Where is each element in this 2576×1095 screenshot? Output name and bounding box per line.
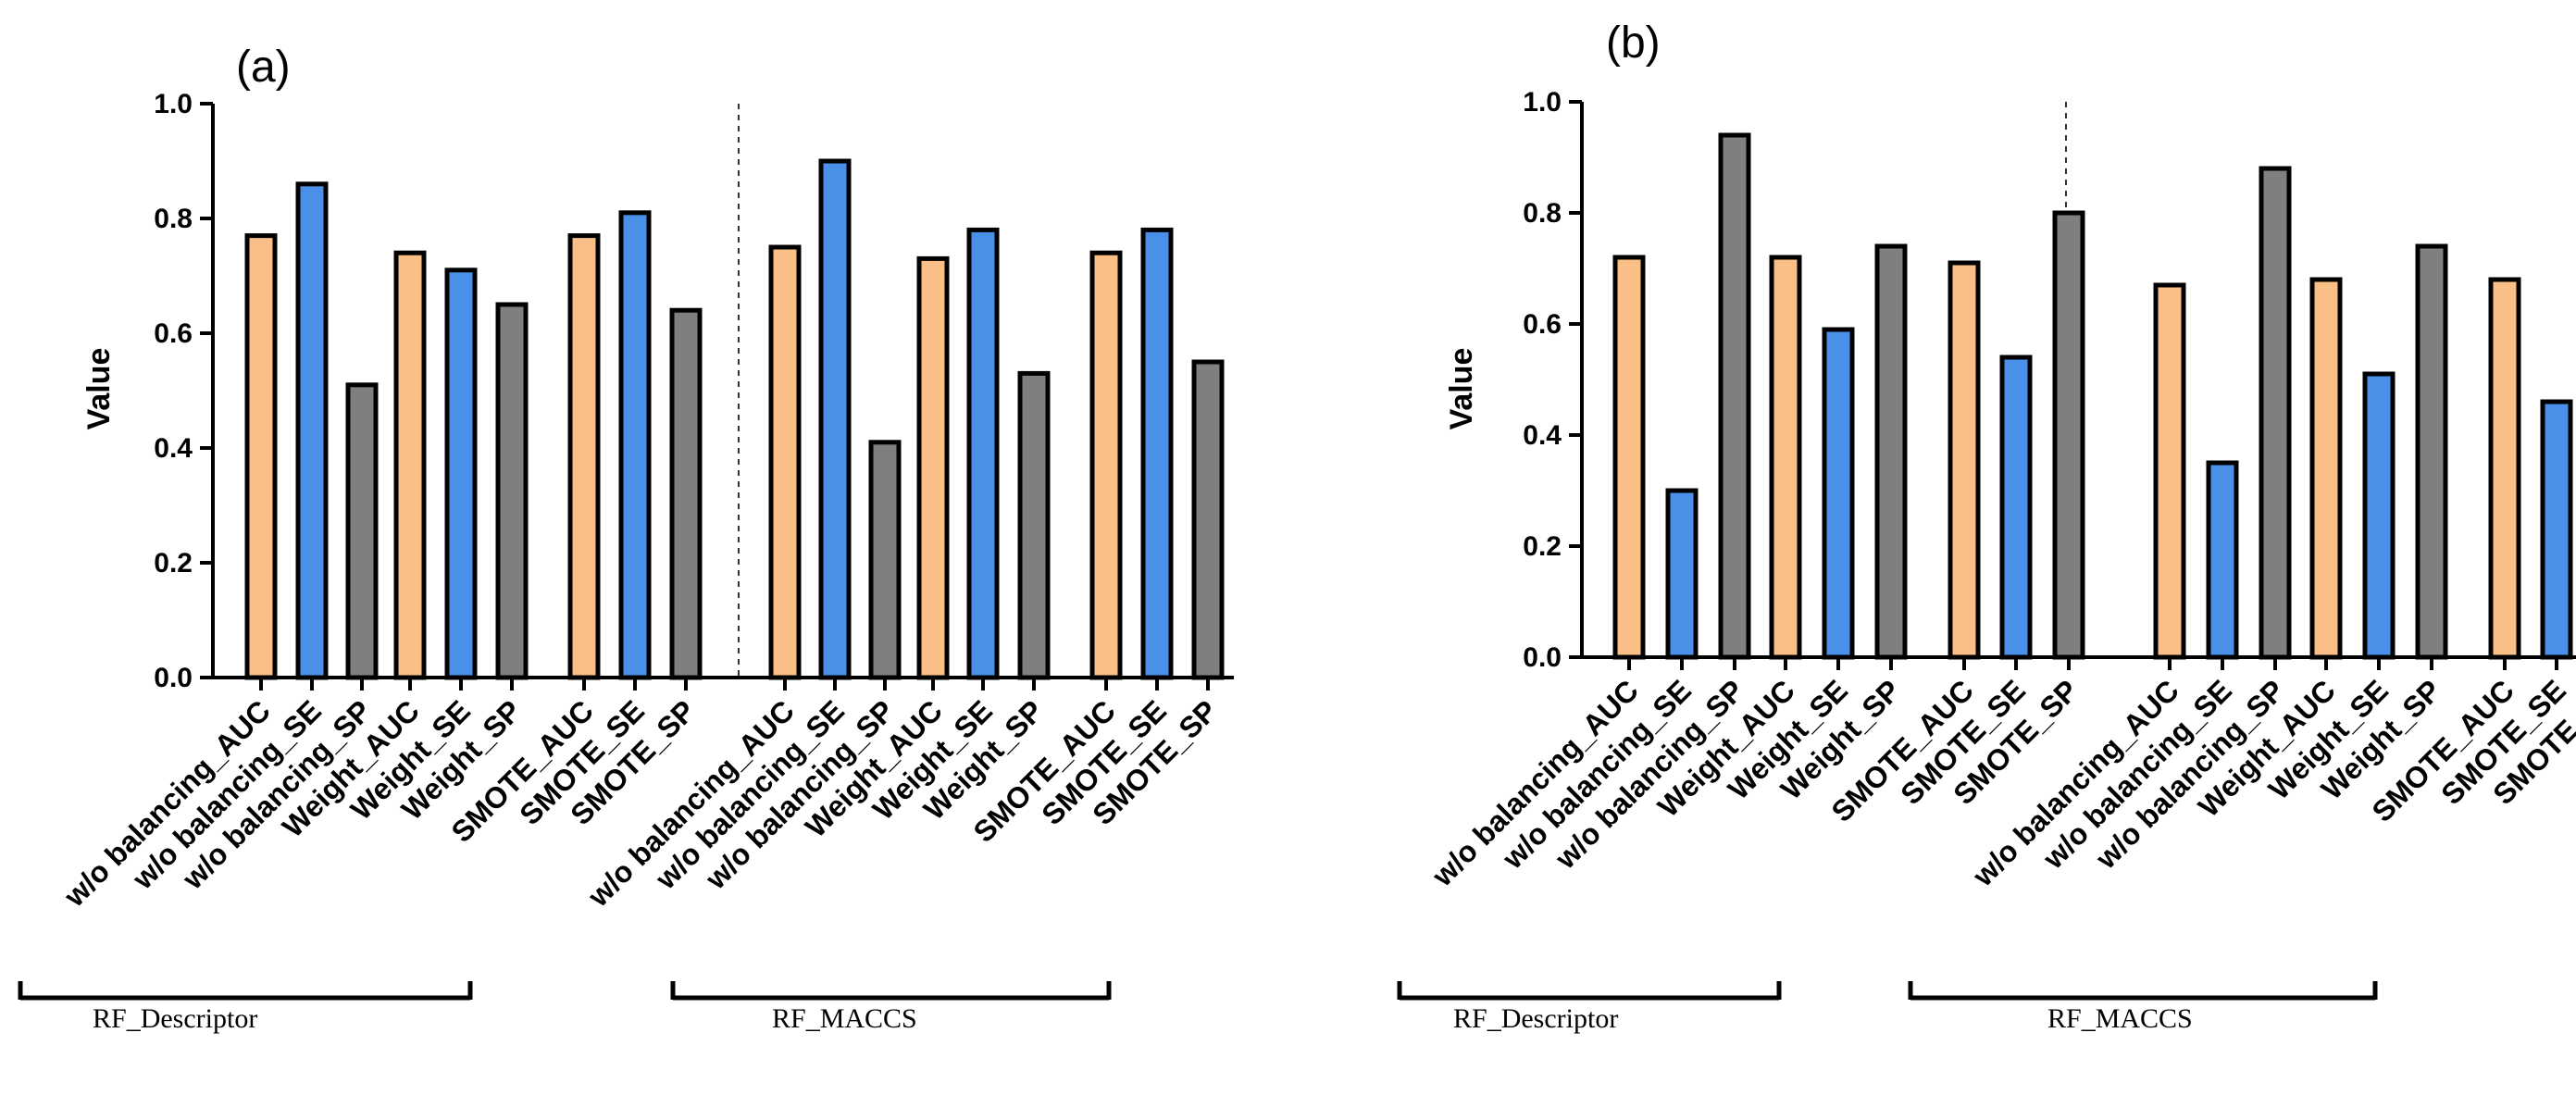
y-axis-title: Value: [1444, 348, 1479, 430]
panel-label: (a): [236, 43, 291, 92]
bar: [916, 255, 950, 680]
y-tick-label: 1.0: [154, 89, 193, 119]
y-axis-title: Value: [81, 348, 117, 430]
bar: [2153, 282, 2186, 660]
x-tick-label: w/o balancing_AUC: [1425, 673, 1645, 892]
bar: [1948, 260, 1981, 660]
bar: [2309, 277, 2343, 660]
y-tick-label: 0.2: [154, 548, 193, 579]
bar: [393, 250, 427, 680]
panel-label: (b): [1606, 19, 1661, 68]
bar: [2415, 243, 2448, 660]
y-tick-label: 0.6: [154, 318, 193, 349]
bar: [1140, 227, 1174, 680]
bar: [1017, 370, 1051, 680]
bar: [1191, 359, 1225, 680]
bar: [345, 382, 379, 680]
bar: [495, 302, 529, 680]
bar: [1769, 255, 1802, 660]
bar: [2206, 460, 2239, 660]
bar: [2259, 166, 2292, 660]
group-label: RF_MACCS: [772, 1003, 917, 1034]
bar: [1089, 250, 1123, 680]
bar: [1874, 243, 1908, 660]
y-tick-label: 0.8: [154, 204, 193, 234]
y-tick-label: 0.2: [1523, 531, 1562, 562]
bar: [2362, 371, 2396, 660]
bar: [244, 233, 278, 680]
bar: [567, 233, 601, 680]
bar: [669, 307, 703, 680]
bar: [2052, 210, 2085, 660]
y-tick-label: 0.0: [154, 663, 193, 693]
bar: [1822, 327, 1855, 660]
bar: [2488, 277, 2521, 660]
bar: [295, 181, 329, 680]
bar: [818, 158, 852, 680]
y-tick-label: 1.0: [1523, 87, 1562, 118]
bar: [768, 244, 802, 680]
bar: [1612, 255, 1646, 660]
y-tick-label: 0.0: [1523, 642, 1562, 673]
bar: [1999, 355, 2033, 660]
y-tick-label: 0.4: [1523, 420, 1562, 451]
y-tick-label: 0.8: [1523, 198, 1562, 229]
chart-panel-b: (b) 0.0 0.2 0.4 0.6 0.8 1.0 Value w/o balancing_…: [1397, 19, 2576, 1034]
bar: [1718, 132, 1751, 660]
bar: [2540, 399, 2573, 660]
bar: [1665, 488, 1699, 660]
bar: [444, 268, 478, 680]
y-tick-label: 0.4: [154, 433, 193, 464]
group-label: RF_MACCS: [2047, 1003, 2193, 1034]
bar: [618, 210, 652, 680]
group-label: RF_Descriptor: [93, 1003, 257, 1034]
group-label: RF_Descriptor: [1453, 1003, 1618, 1034]
y-tick-label: 0.6: [1523, 309, 1562, 340]
bar: [966, 227, 1000, 680]
bar: [868, 440, 902, 680]
